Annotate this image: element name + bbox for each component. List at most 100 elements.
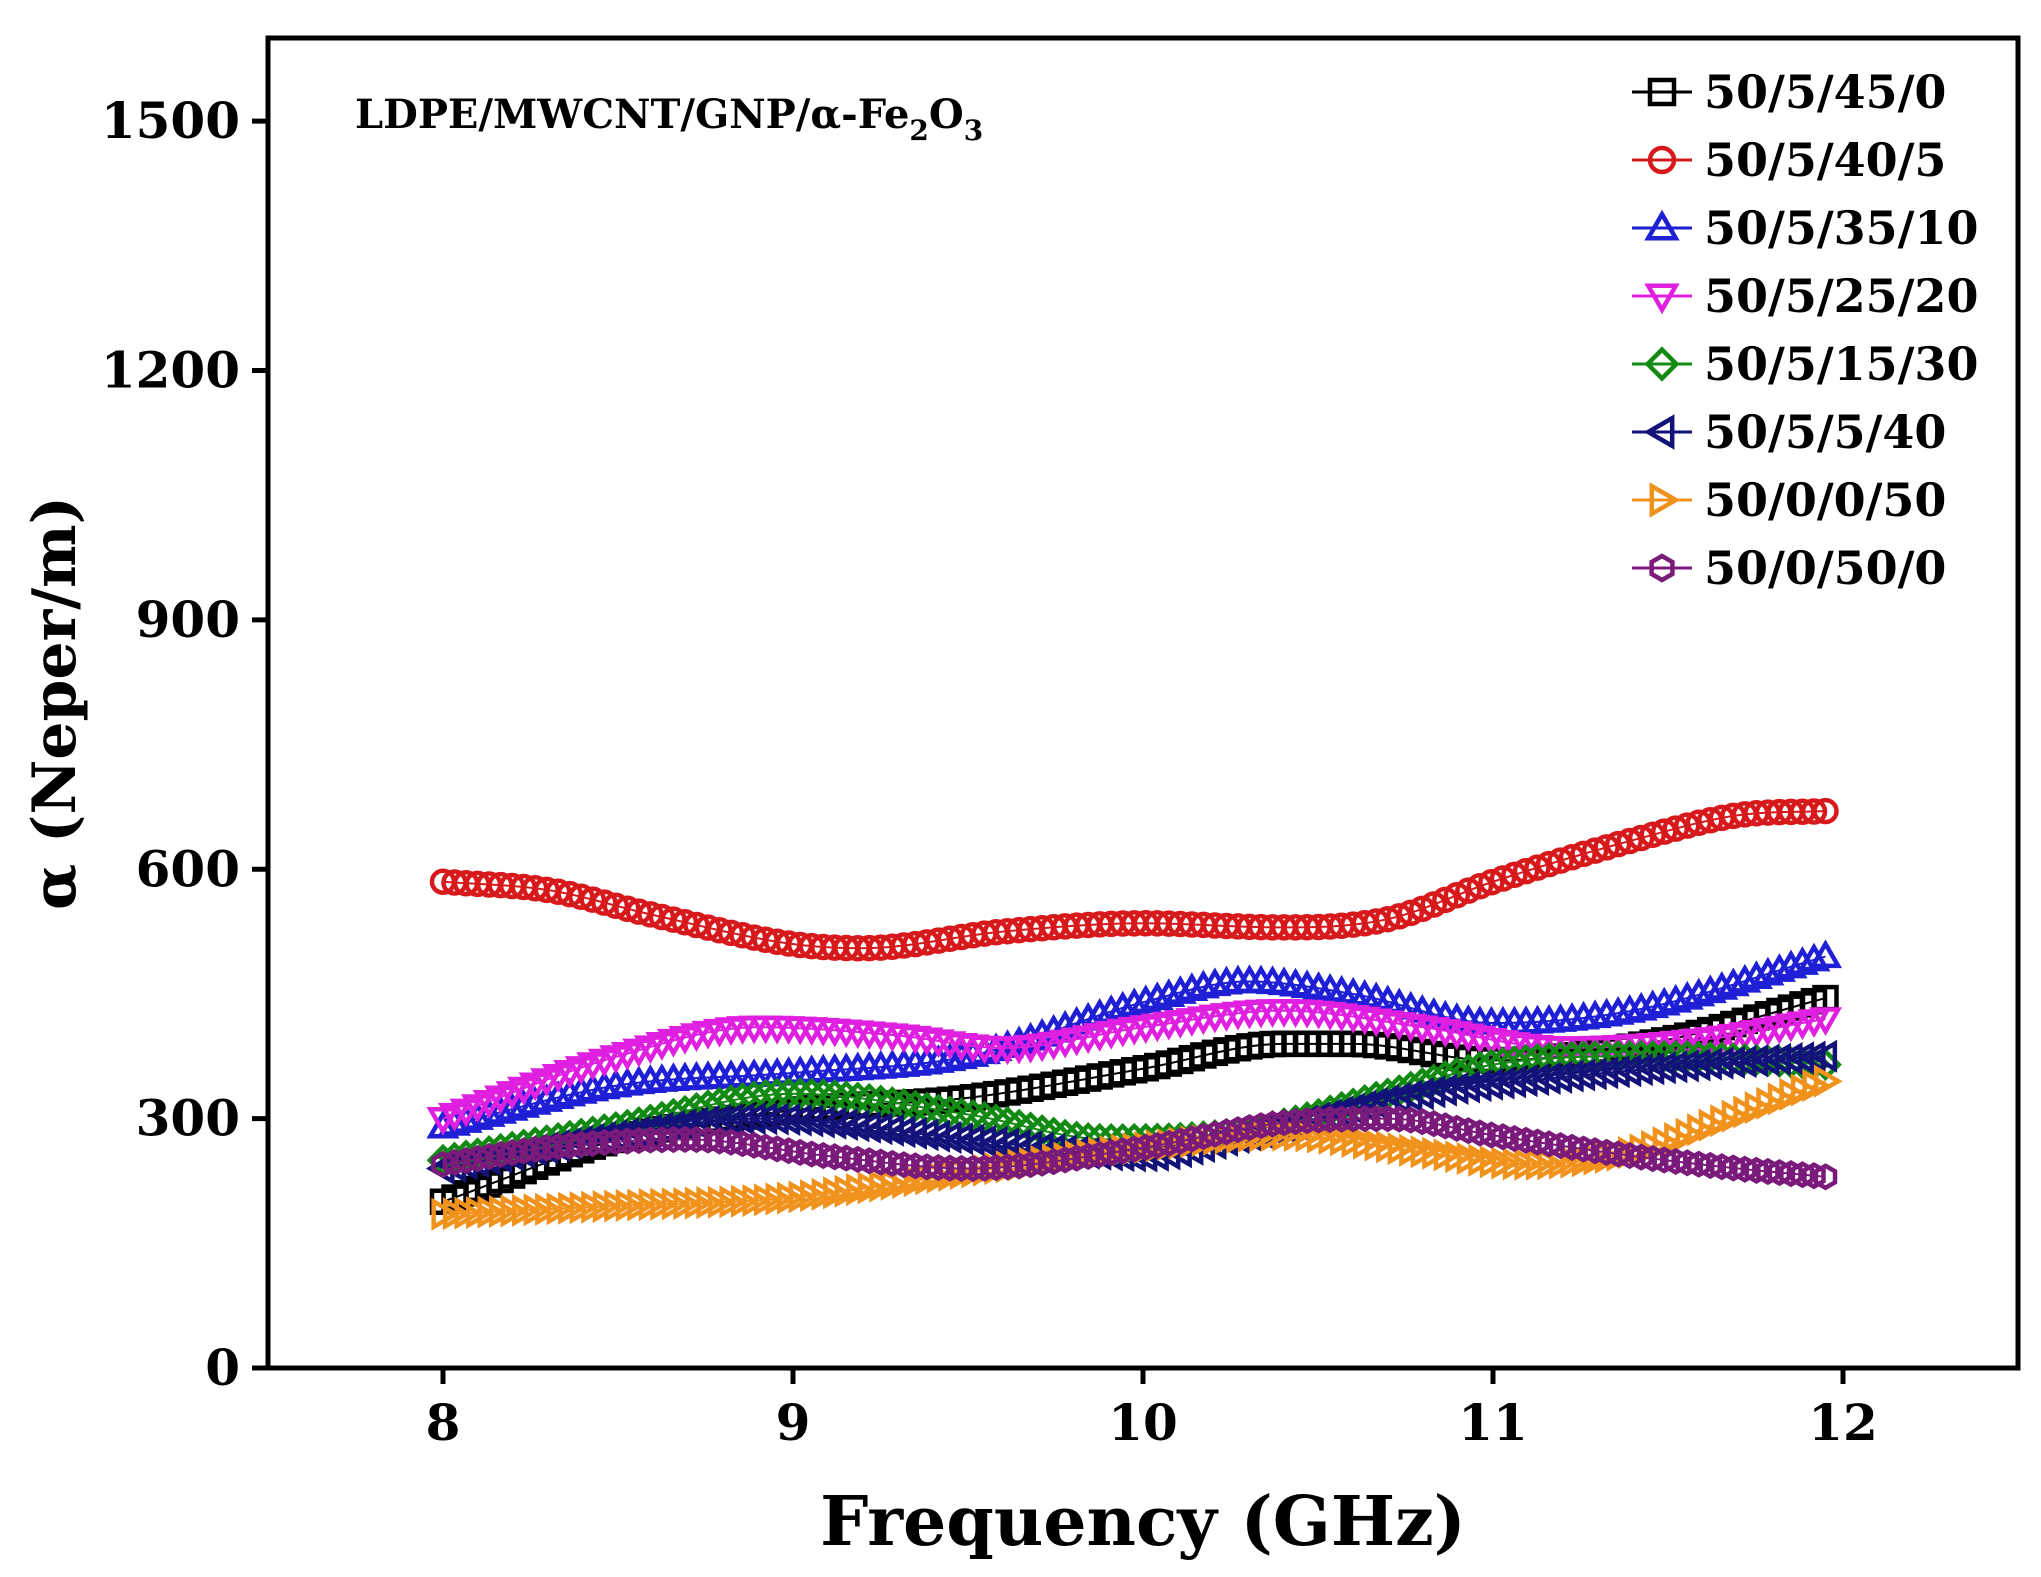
legend-label: 50/0/0/50: [1704, 473, 1946, 527]
data-point: [955, 1123, 985, 1157]
x-tick-label: 10: [1108, 1393, 1178, 1452]
data-point: [1548, 1132, 1573, 1160]
data-point: [817, 1106, 847, 1140]
data-point: [1751, 956, 1785, 986]
legend-marker: [1649, 482, 1681, 518]
data-point: [1662, 815, 1689, 842]
y-tick-label: 1200: [101, 341, 240, 400]
data-point: [1675, 1149, 1700, 1177]
data-point: [1462, 1069, 1492, 1103]
data-point: [1474, 1067, 1503, 1101]
data-point: [707, 1127, 732, 1155]
y-tick-label: 1500: [101, 91, 240, 150]
data-point: [1640, 1144, 1665, 1173]
data-point: [921, 1119, 950, 1153]
data-point: [1698, 1151, 1723, 1180]
data-point: [1813, 1064, 1843, 1098]
data-point: [1558, 843, 1586, 871]
data-point: [431, 1150, 455, 1178]
data-point: [1797, 942, 1831, 972]
data-point: [1295, 1107, 1319, 1135]
data-point: [465, 1144, 490, 1173]
data-point: [1133, 1133, 1158, 1161]
data-point: [1129, 984, 1163, 1014]
legend-label: 50/5/25/20: [1704, 269, 1978, 323]
data-point: [845, 1145, 870, 1173]
data-point: [638, 1126, 663, 1154]
legend: 50/5/45/0 50/5/40/5 50/5/35/10 50/5/25/20 50…: [1632, 65, 1978, 595]
data-point: [523, 1135, 547, 1163]
data-point: [961, 1154, 985, 1183]
data-point: [604, 1128, 628, 1156]
data-point: [495, 1091, 529, 1121]
data-point: [1001, 1128, 1031, 1162]
x-tick-label: 11: [1458, 1393, 1528, 1452]
data-point: [1566, 1058, 1596, 1092]
data-point: [806, 1105, 835, 1139]
data-point: [627, 1126, 651, 1155]
data-point: [1796, 1040, 1826, 1074]
data-point: [684, 1125, 709, 1154]
data-point: [1800, 798, 1828, 825]
data-point: [1812, 797, 1839, 825]
data-point: [569, 1130, 594, 1159]
data-point: [488, 1140, 513, 1169]
data-point: [840, 1109, 870, 1143]
legend-item: 50/0/50/0: [1632, 541, 1946, 595]
data-point: [568, 883, 595, 911]
data-point: [1409, 895, 1436, 923]
data-point: [1076, 1142, 1100, 1170]
legend-label: 50/0/50/0: [1704, 541, 1946, 595]
data-point: [557, 1131, 582, 1160]
data-point: [1739, 960, 1773, 990]
data-point: [1364, 1105, 1388, 1133]
data-point: [1774, 949, 1808, 979]
series-50-5-40-5: [429, 797, 1839, 962]
data-point: [1122, 1135, 1147, 1163]
data-point: [1405, 1077, 1434, 1111]
data-point: [1214, 1118, 1239, 1146]
data-point: [1682, 977, 1716, 1007]
data-point: [1260, 1110, 1285, 1138]
data-point: [1531, 1061, 1561, 1096]
data-point: [1374, 905, 1401, 933]
data-point: [1501, 861, 1528, 889]
data-point: [938, 1154, 962, 1182]
data-point: [1497, 1065, 1527, 1099]
data-point: [1489, 865, 1517, 892]
data-point: [1756, 1157, 1780, 1186]
data-point: [484, 1095, 518, 1124]
data-point: [886, 1115, 916, 1149]
data-point: [932, 1120, 962, 1155]
data-point: [1581, 837, 1609, 864]
data-point: [1652, 1146, 1676, 1174]
data-point: [673, 1125, 697, 1154]
data-point: [869, 1148, 893, 1176]
data-point: [1547, 847, 1574, 874]
data-point: [546, 1133, 570, 1161]
data-point: [1716, 967, 1750, 997]
data-point: [1375, 1105, 1400, 1133]
data-point: [511, 1137, 536, 1165]
legend-label: 50/5/5/40: [1704, 405, 1946, 459]
data-point: [1554, 1059, 1584, 1093]
legend-label: 50/5/15/30: [1704, 337, 1978, 391]
data-point: [776, 1137, 801, 1165]
data-point: [811, 1141, 835, 1170]
data-point: [1191, 1122, 1216, 1151]
data-point: [602, 892, 630, 919]
data-point: [799, 1140, 824, 1168]
data-point: [1397, 899, 1424, 927]
data-point: [730, 1130, 755, 1158]
data-point: [1560, 1133, 1584, 1161]
data-point: [477, 1142, 501, 1171]
legend-item: 50/5/5/40: [1632, 405, 1946, 459]
data-point: [995, 1153, 1020, 1181]
data-point: [822, 1143, 847, 1171]
data-point: [1589, 1056, 1619, 1090]
data-point: [580, 1129, 605, 1158]
data-point: [1117, 987, 1151, 1017]
legend-marker: [1644, 283, 1680, 315]
data-point: [794, 1104, 824, 1138]
data-point: [650, 1126, 674, 1154]
